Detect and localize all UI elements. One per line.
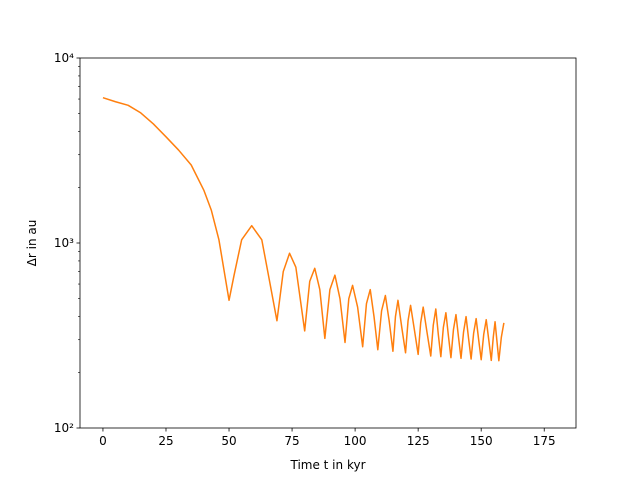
y-tick-label: 10⁴ [54,51,74,65]
x-tick-label: 25 [158,434,173,448]
plot-frame [79,57,577,429]
x-tick-label: 100 [344,434,367,448]
data-line [102,96,505,362]
x-axis-label: Time t in kyr [289,458,365,472]
x-tick-label: 50 [221,434,236,448]
x-tick-label: 75 [284,434,299,448]
y-tick-label: 10² [54,421,74,435]
x-tick-label: 0 [99,434,107,448]
x-tick-label: 125 [407,434,430,448]
x-tick-label: 175 [533,434,556,448]
y-tick-label: 10³ [54,236,74,250]
x-tick-label: 150 [470,434,493,448]
y-axis-label: Δr in au [25,220,39,267]
